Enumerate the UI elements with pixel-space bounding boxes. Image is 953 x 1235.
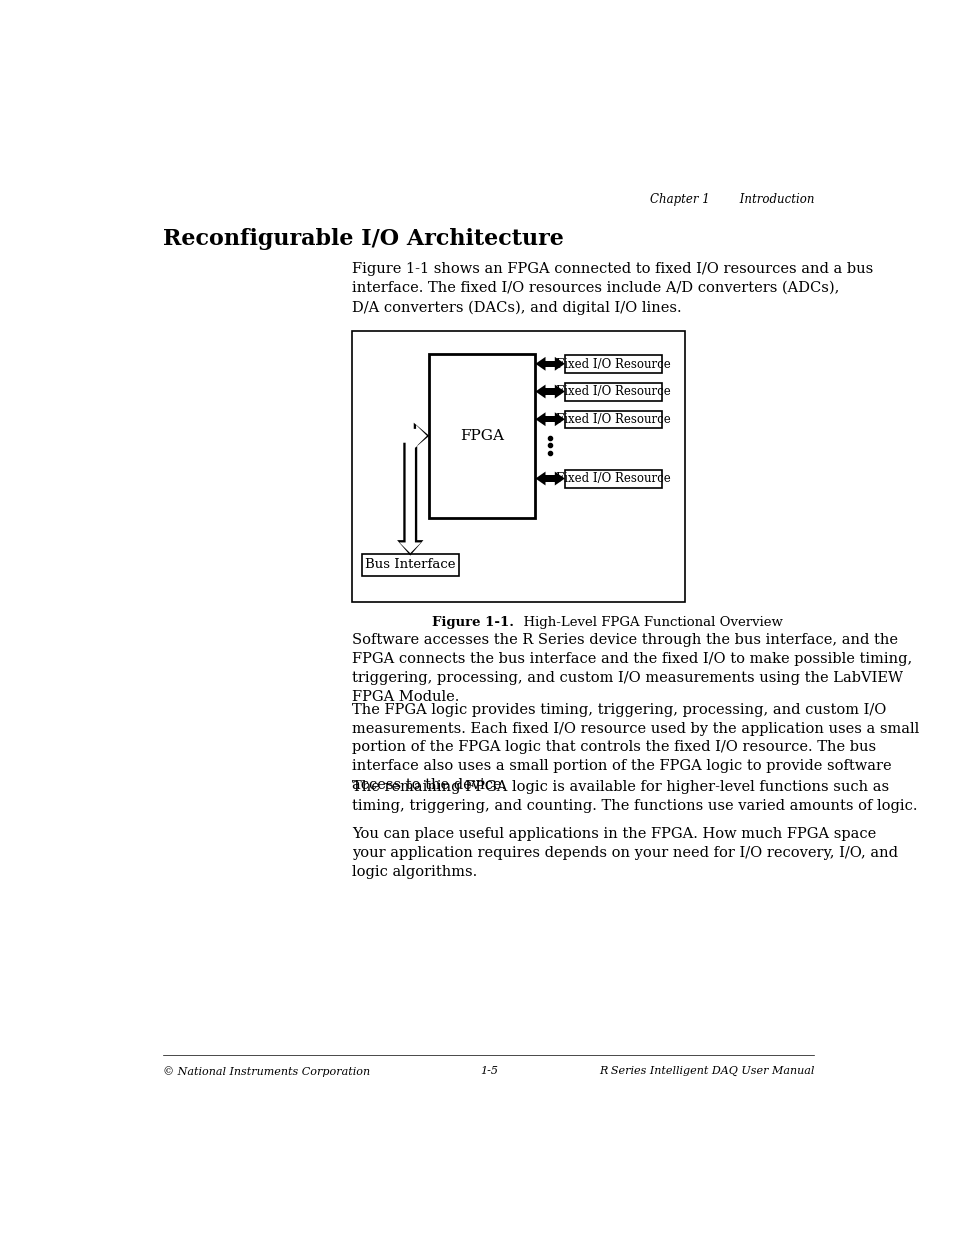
- Polygon shape: [396, 422, 429, 556]
- Text: Fixed I/O Resource: Fixed I/O Resource: [556, 385, 670, 399]
- Bar: [361, 555, 458, 576]
- Text: © National Instruments Corporation: © National Instruments Corporation: [163, 1066, 370, 1077]
- Text: 1-5: 1-5: [479, 1066, 497, 1076]
- Polygon shape: [555, 472, 564, 485]
- Bar: [429, 353, 535, 517]
- Bar: [564, 383, 661, 401]
- Polygon shape: [555, 357, 564, 370]
- Bar: [545, 475, 555, 482]
- Text: High-Level FPGA Functional Overview: High-Level FPGA Functional Overview: [515, 615, 782, 629]
- Polygon shape: [555, 384, 564, 399]
- Polygon shape: [535, 384, 545, 399]
- Bar: [564, 411, 661, 429]
- Text: FPGA: FPGA: [460, 429, 504, 443]
- Text: The remaining FPGA logic is available for higher-level functions such as
timing,: The remaining FPGA logic is available fo…: [352, 779, 916, 813]
- Text: R Series Intelligent DAQ User Manual: R Series Intelligent DAQ User Manual: [598, 1066, 814, 1076]
- Text: Chapter 1        Introduction: Chapter 1 Introduction: [649, 193, 814, 206]
- Polygon shape: [535, 412, 545, 426]
- Text: Fixed I/O Resource: Fixed I/O Resource: [556, 358, 670, 370]
- Polygon shape: [399, 425, 427, 553]
- Bar: [545, 416, 555, 422]
- Text: Fixed I/O Resource: Fixed I/O Resource: [556, 473, 670, 485]
- Text: Figure 1-1.: Figure 1-1.: [432, 615, 514, 629]
- Bar: [545, 389, 555, 395]
- Bar: [352, 331, 684, 601]
- Text: You can place useful applications in the FPGA. How much FPGA space
your applicat: You can place useful applications in the…: [352, 827, 897, 879]
- Polygon shape: [535, 472, 545, 485]
- Text: Software accesses the R Series device through the bus interface, and the
FPGA co: Software accesses the R Series device th…: [352, 634, 911, 704]
- Bar: [545, 361, 555, 367]
- Text: The FPGA logic provides timing, triggering, processing, and custom I/O
measureme: The FPGA logic provides timing, triggeri…: [352, 703, 918, 793]
- Bar: [564, 356, 661, 373]
- Text: Figure 1-1 shows an FPGA connected to fixed I/O resources and a bus
interface. T: Figure 1-1 shows an FPGA connected to fi…: [352, 262, 872, 315]
- Text: Reconfigurable I/O Architecture: Reconfigurable I/O Architecture: [163, 227, 564, 249]
- Text: Bus Interface: Bus Interface: [365, 558, 455, 572]
- Bar: [564, 471, 661, 488]
- Polygon shape: [535, 357, 545, 370]
- Polygon shape: [555, 412, 564, 426]
- Text: Fixed I/O Resource: Fixed I/O Resource: [556, 414, 670, 426]
